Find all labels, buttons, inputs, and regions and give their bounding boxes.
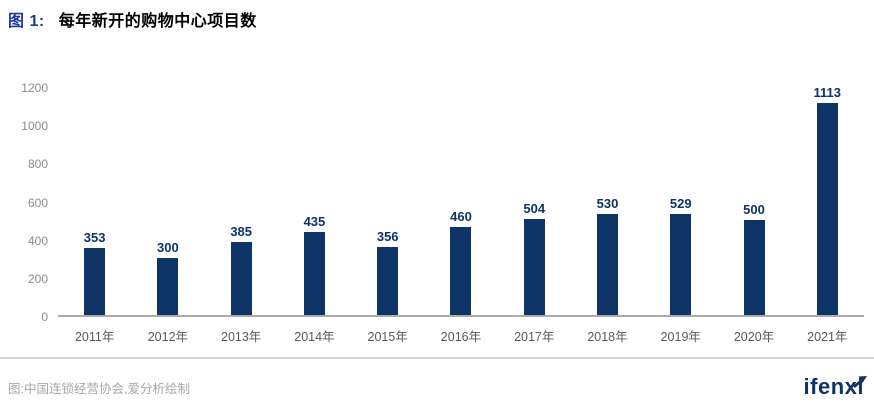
x-tick-label: 2011年 bbox=[74, 330, 115, 344]
bar bbox=[816, 102, 838, 315]
bar-group: 529 bbox=[644, 196, 717, 315]
bar-group: 504 bbox=[498, 201, 571, 315]
bar bbox=[230, 241, 252, 315]
footer-divider bbox=[0, 357, 874, 359]
x-tick-label: 2018年 bbox=[587, 330, 628, 344]
x-tick-label: 2016年 bbox=[440, 330, 482, 344]
x-tick-label: 2021年 bbox=[807, 330, 848, 344]
bar bbox=[157, 257, 179, 315]
bar bbox=[670, 214, 692, 315]
y-tick-label: 800 bbox=[27, 157, 48, 172]
x-tick-label: 2013年 bbox=[221, 330, 262, 344]
bar-group: 356 bbox=[351, 229, 424, 315]
bar-group: 460 bbox=[424, 209, 497, 315]
bar-group: 435 bbox=[278, 214, 351, 315]
plot-area: 353 300 385 435 356 460 504 530 529 500 1113 bbox=[58, 85, 864, 317]
bar-group: 385 bbox=[205, 224, 278, 315]
y-tick-label: 200 bbox=[27, 271, 48, 286]
bar-group: 1113 bbox=[791, 85, 864, 315]
bar-value-label: 530 bbox=[596, 195, 619, 211]
y-tick-label: 600 bbox=[27, 195, 48, 210]
bar-value-label: 300 bbox=[157, 239, 179, 255]
bar bbox=[596, 213, 618, 315]
x-tick-label: 2012年 bbox=[147, 330, 189, 344]
y-tick-label: 1200 bbox=[21, 81, 48, 95]
bar bbox=[743, 219, 765, 315]
bar-value-label: 460 bbox=[450, 209, 472, 225]
y-tick-label: 400 bbox=[27, 233, 48, 248]
y-axis: 0 200 400 600 800 1000 1200 bbox=[0, 81, 48, 324]
chart-header: 图 1: 每年新开的购物中心项目数 bbox=[8, 7, 257, 31]
brand-logo: ifenxi bbox=[803, 374, 867, 400]
source-note: 图:中国连锁经营协会,爱分析绘制 bbox=[8, 382, 190, 396]
page-title: 每年新开的购物中心项目数 bbox=[58, 13, 257, 30]
bar-value-label: 504 bbox=[523, 200, 546, 216]
bar-chart: 0 200 400 600 800 1000 1200 353 300 385 435 356 460… bbox=[0, 81, 874, 324]
bar-value-label: 500 bbox=[743, 201, 765, 217]
bar-value-label: 529 bbox=[669, 196, 692, 212]
bar-value-label: 1113 bbox=[813, 84, 842, 100]
bar-group: 530 bbox=[571, 196, 644, 315]
bar bbox=[84, 247, 106, 315]
x-tick-label: 2017年 bbox=[514, 330, 555, 344]
figure-label: 图 1: bbox=[8, 13, 45, 30]
x-tick-label: 2019年 bbox=[660, 330, 701, 344]
bar-group: 353 bbox=[58, 230, 131, 315]
bar bbox=[303, 232, 325, 315]
bar-value-label: 385 bbox=[230, 223, 253, 239]
x-tick-label: 2015年 bbox=[367, 330, 408, 344]
brand-arrow-icon bbox=[853, 368, 868, 394]
x-axis-labels: 2011年 2012年 2013年 2014年 2015年 2016年 2017年 2018年… bbox=[58, 319, 864, 345]
bar-value-label: 435 bbox=[303, 214, 326, 229]
bar-value-label: 356 bbox=[376, 229, 399, 245]
bar-group: 500 bbox=[717, 202, 790, 315]
bar-group: 300 bbox=[131, 240, 204, 315]
brand-logo-text: ifenxi bbox=[803, 374, 864, 399]
y-tick-label: 1000 bbox=[21, 119, 48, 134]
bar bbox=[450, 227, 472, 315]
bar-value-label: 353 bbox=[83, 229, 106, 245]
x-tick-label: 2020年 bbox=[733, 330, 775, 344]
y-tick-label: 0 bbox=[41, 310, 48, 324]
bar bbox=[523, 218, 545, 315]
bar bbox=[377, 247, 399, 315]
x-tick-label: 2014年 bbox=[294, 330, 335, 344]
